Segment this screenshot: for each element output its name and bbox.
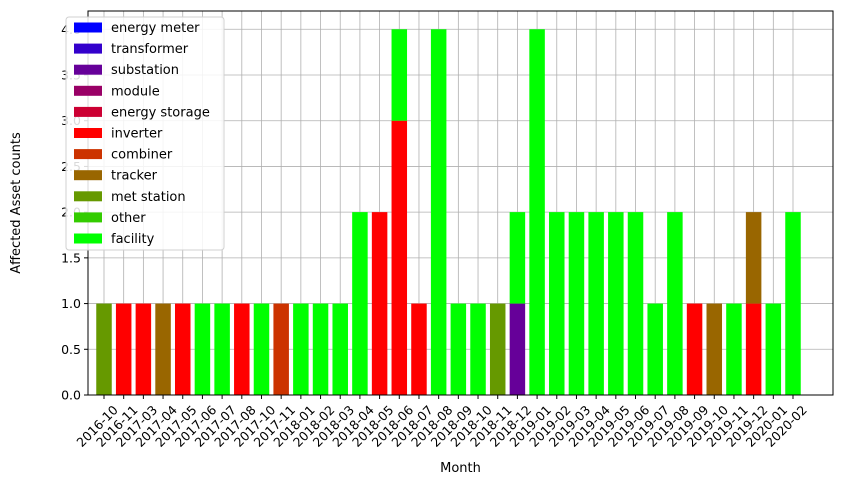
bar-facility-2019-11 — [726, 303, 742, 395]
bar-facility-2018-09 — [450, 303, 467, 395]
bar-facility-2020-01 — [765, 303, 782, 395]
bar-facility-2018-02 — [312, 303, 329, 395]
legend-swatch — [74, 22, 102, 33]
y-tick-label: 1.0 — [61, 296, 81, 311]
y-tick-label: 0.0 — [61, 388, 81, 403]
bar-facility-2018-04 — [352, 212, 368, 395]
bar-facility-2020-02 — [785, 212, 801, 395]
bar-facility-2018-01 — [293, 303, 309, 395]
y-tick-label: 1.5 — [61, 250, 81, 265]
bar-facility-2019-06 — [627, 212, 644, 395]
bars — [96, 29, 801, 396]
bar-facility-2019-08 — [667, 212, 683, 395]
bar-facility-2017-10 — [253, 303, 270, 395]
legend-label: facility — [111, 232, 155, 247]
legend-swatch — [74, 128, 102, 138]
legend-swatch — [74, 212, 102, 223]
legend-swatch — [74, 233, 102, 244]
legend: energy meter transformer substation module e… — [65, 16, 225, 251]
bar-tracker-2017-04 — [155, 303, 171, 395]
legend-label: substation — [111, 63, 179, 78]
legend-label: tracker — [111, 169, 158, 184]
bar-met-station-2016-10 — [96, 303, 112, 395]
y-axis-label: Affected Asset counts — [9, 132, 24, 274]
bar-facility-2017-06 — [194, 303, 211, 395]
legend-label: energy storage — [111, 105, 210, 120]
bar-substation-2018-12 — [509, 303, 526, 395]
bar-inverter-2016-11 — [115, 303, 132, 395]
legend-label: energy meter — [111, 21, 200, 36]
legend-label: transformer — [111, 42, 189, 57]
bar-facility-2019-01 — [529, 29, 545, 396]
bar-inverter-2017-08 — [234, 303, 250, 395]
bar-facility-2018-06 — [391, 29, 408, 121]
bar-facility-2019-07 — [647, 303, 663, 395]
y-tick-label: 0.5 — [61, 342, 81, 357]
legend-label: module — [111, 84, 160, 99]
legend-swatch — [74, 64, 102, 75]
bar-facility-2019-05 — [608, 212, 624, 395]
bar-inverter-2019-12 — [745, 303, 762, 395]
x-axis-label: Month — [440, 461, 481, 476]
bar-inverter-2018-06 — [391, 120, 408, 395]
x-axis: 2016-102016-112017-032017-042017-052017-… — [73, 395, 810, 450]
legend-label: inverter — [111, 127, 163, 142]
bar-tracker-2019-10 — [706, 303, 723, 395]
bar-facility-2018-12 — [509, 212, 526, 304]
legend-label: combiner — [111, 148, 173, 163]
bar-facility-2019-04 — [588, 212, 604, 395]
bar-facility-2019-03 — [568, 212, 585, 395]
legend-swatch — [74, 43, 102, 54]
legend-label: other — [111, 211, 146, 226]
bar-inverter-2017-05 — [174, 303, 191, 395]
bar-facility-2018-03 — [332, 303, 348, 395]
bar-met-station-2018-11 — [489, 303, 506, 395]
legend-swatch — [74, 106, 102, 117]
bar-inverter-2017-03 — [135, 303, 152, 395]
legend-swatch — [74, 191, 102, 202]
legend-swatch — [74, 85, 102, 96]
bar-facility-2017-07 — [214, 303, 230, 395]
legend-label: met station — [111, 190, 186, 205]
bar-tracker-2019-12 — [745, 212, 762, 304]
legend-swatch — [74, 149, 102, 160]
bar-inverter-2018-07 — [411, 303, 427, 395]
bar-combiner-2017-11 — [273, 303, 289, 395]
bar-inverter-2019-09 — [686, 303, 703, 395]
bar-facility-2018-08 — [430, 29, 447, 396]
bar-facility-2019-02 — [549, 212, 565, 395]
legend-frame — [65, 16, 225, 251]
legend-swatch — [74, 170, 102, 181]
bar-inverter-2018-05 — [371, 212, 388, 395]
bar-facility-2018-10 — [470, 303, 486, 395]
